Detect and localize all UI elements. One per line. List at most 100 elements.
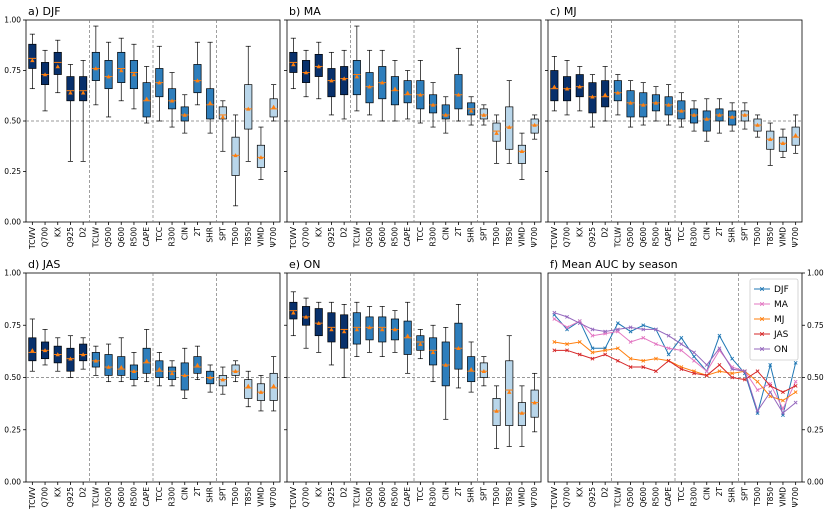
series-point <box>565 325 569 330</box>
series-point <box>717 369 722 374</box>
box-Ψ700 <box>269 356 278 412</box>
x-tick-label: VIMD <box>256 487 265 507</box>
legend-box <box>749 278 799 361</box>
x-tick-label: R500 <box>651 487 660 507</box>
x-tick-label: Q500 <box>365 227 374 247</box>
series-point <box>654 356 658 361</box>
mean-marker <box>418 341 423 346</box>
box-SPT <box>218 366 227 395</box>
mean-marker <box>367 84 372 89</box>
box-Q700 <box>41 329 50 366</box>
x-tick-label: SPT <box>740 487 749 501</box>
box-Q925 <box>66 335 75 378</box>
x-tick-label: SPT <box>218 487 227 501</box>
x-tick-label: TCWV <box>550 226 559 250</box>
y-tick-label: 1.00 <box>4 269 21 278</box>
mean-marker <box>456 92 461 97</box>
mean-marker <box>303 70 309 75</box>
box-SPT <box>479 104 488 126</box>
x-tick-label: CAPE <box>664 227 673 247</box>
series-point <box>577 352 582 357</box>
box-Q700 <box>302 297 311 349</box>
x-tick-label: Ψ700 <box>791 487 800 507</box>
series-point <box>590 350 595 355</box>
legend: DJF MA MJ JAS ON <box>749 278 799 361</box>
box-TCLW <box>613 74 622 116</box>
box-iqr <box>517 144 526 164</box>
box-Q700 <box>563 60 572 116</box>
box-R300 <box>429 82 438 128</box>
x-tick-label: T850 <box>244 487 253 507</box>
box-2T <box>193 41 202 106</box>
mean-marker <box>354 74 360 79</box>
legend-label: MA <box>774 300 789 310</box>
series-point <box>755 409 760 413</box>
box-TCWV <box>28 318 37 372</box>
x-tick-label: CAPE <box>142 487 151 507</box>
box-iqr <box>66 76 75 102</box>
x-tick-label: T500 <box>492 487 501 507</box>
mean-marker <box>68 90 73 95</box>
mean-marker <box>443 362 448 367</box>
panel-2: b) MA TCWV Q700 KX Q925 D2 TCLW Q500 Q600 R500 CAP… <box>284 5 542 250</box>
box-R300 <box>429 324 438 383</box>
mean-marker <box>207 100 213 105</box>
box-SPT <box>740 102 749 130</box>
x-tick-label: R300 <box>690 487 699 507</box>
panel-title: d) JAS <box>28 258 60 271</box>
x-tick-label: T500 <box>231 227 240 247</box>
box-R300 <box>168 72 177 128</box>
series-point <box>565 314 569 319</box>
x-tick-label: 2T <box>454 227 463 237</box>
mean-marker <box>679 108 684 113</box>
mean-marker <box>494 408 499 413</box>
x-tick-label: R300 <box>429 487 438 507</box>
x-tick-label: T850 <box>505 227 514 247</box>
x-tick-label: VIMD <box>517 487 526 507</box>
box-2T <box>715 98 724 134</box>
x-tick-label: CIN <box>180 227 189 240</box>
mean-marker <box>577 84 582 89</box>
box-T500 <box>231 360 240 383</box>
x-tick-label: SHR <box>206 487 215 503</box>
mean-marker <box>30 348 35 353</box>
y-tick-label: 0.25 <box>4 167 21 176</box>
x-tick-label: SHR <box>728 487 737 503</box>
box-TCC <box>416 329 425 360</box>
series-line <box>554 349 796 393</box>
box-TCWV <box>289 37 298 90</box>
mean-marker <box>316 64 321 69</box>
x-tick-label: TCC <box>416 487 425 503</box>
legend-label: DJF <box>774 285 789 295</box>
panel-3: c) MJ TCWV Q700 KX Q925 D2 TCLW Q500 Q600 R500 CAP… <box>545 5 803 250</box>
box-T500 <box>492 114 501 164</box>
x-tick-label: Ψ700 <box>530 227 539 247</box>
x-tick-label: R500 <box>651 227 660 247</box>
box-iqr <box>117 51 126 83</box>
x-tick-label: KX <box>575 487 584 497</box>
x-tick-label: TCC <box>677 487 686 503</box>
series-point <box>679 348 684 353</box>
series-point <box>615 321 620 326</box>
series-point <box>768 394 773 399</box>
series-point <box>654 342 658 346</box>
box-CIN <box>441 326 450 420</box>
box-Q925 <box>327 301 336 366</box>
y-tick-label: 0.50 <box>807 373 824 382</box>
mean-marker <box>405 333 410 338</box>
mean-marker <box>233 153 238 158</box>
x-tick-label: R300 <box>168 227 177 247</box>
box-D2 <box>340 49 349 120</box>
box-R500 <box>129 352 138 387</box>
box-Q500 <box>104 41 113 118</box>
x-tick-label: Q700 <box>563 487 572 507</box>
series-line <box>553 314 797 416</box>
mean-marker <box>341 329 347 334</box>
box-TCWV <box>28 33 37 90</box>
x-tick-label: KX <box>314 227 323 237</box>
box-SHR <box>206 364 215 393</box>
box-CAPE <box>664 84 673 126</box>
box-2T <box>454 304 463 389</box>
box-Q700 <box>302 49 311 98</box>
box-VIMD <box>256 375 265 412</box>
